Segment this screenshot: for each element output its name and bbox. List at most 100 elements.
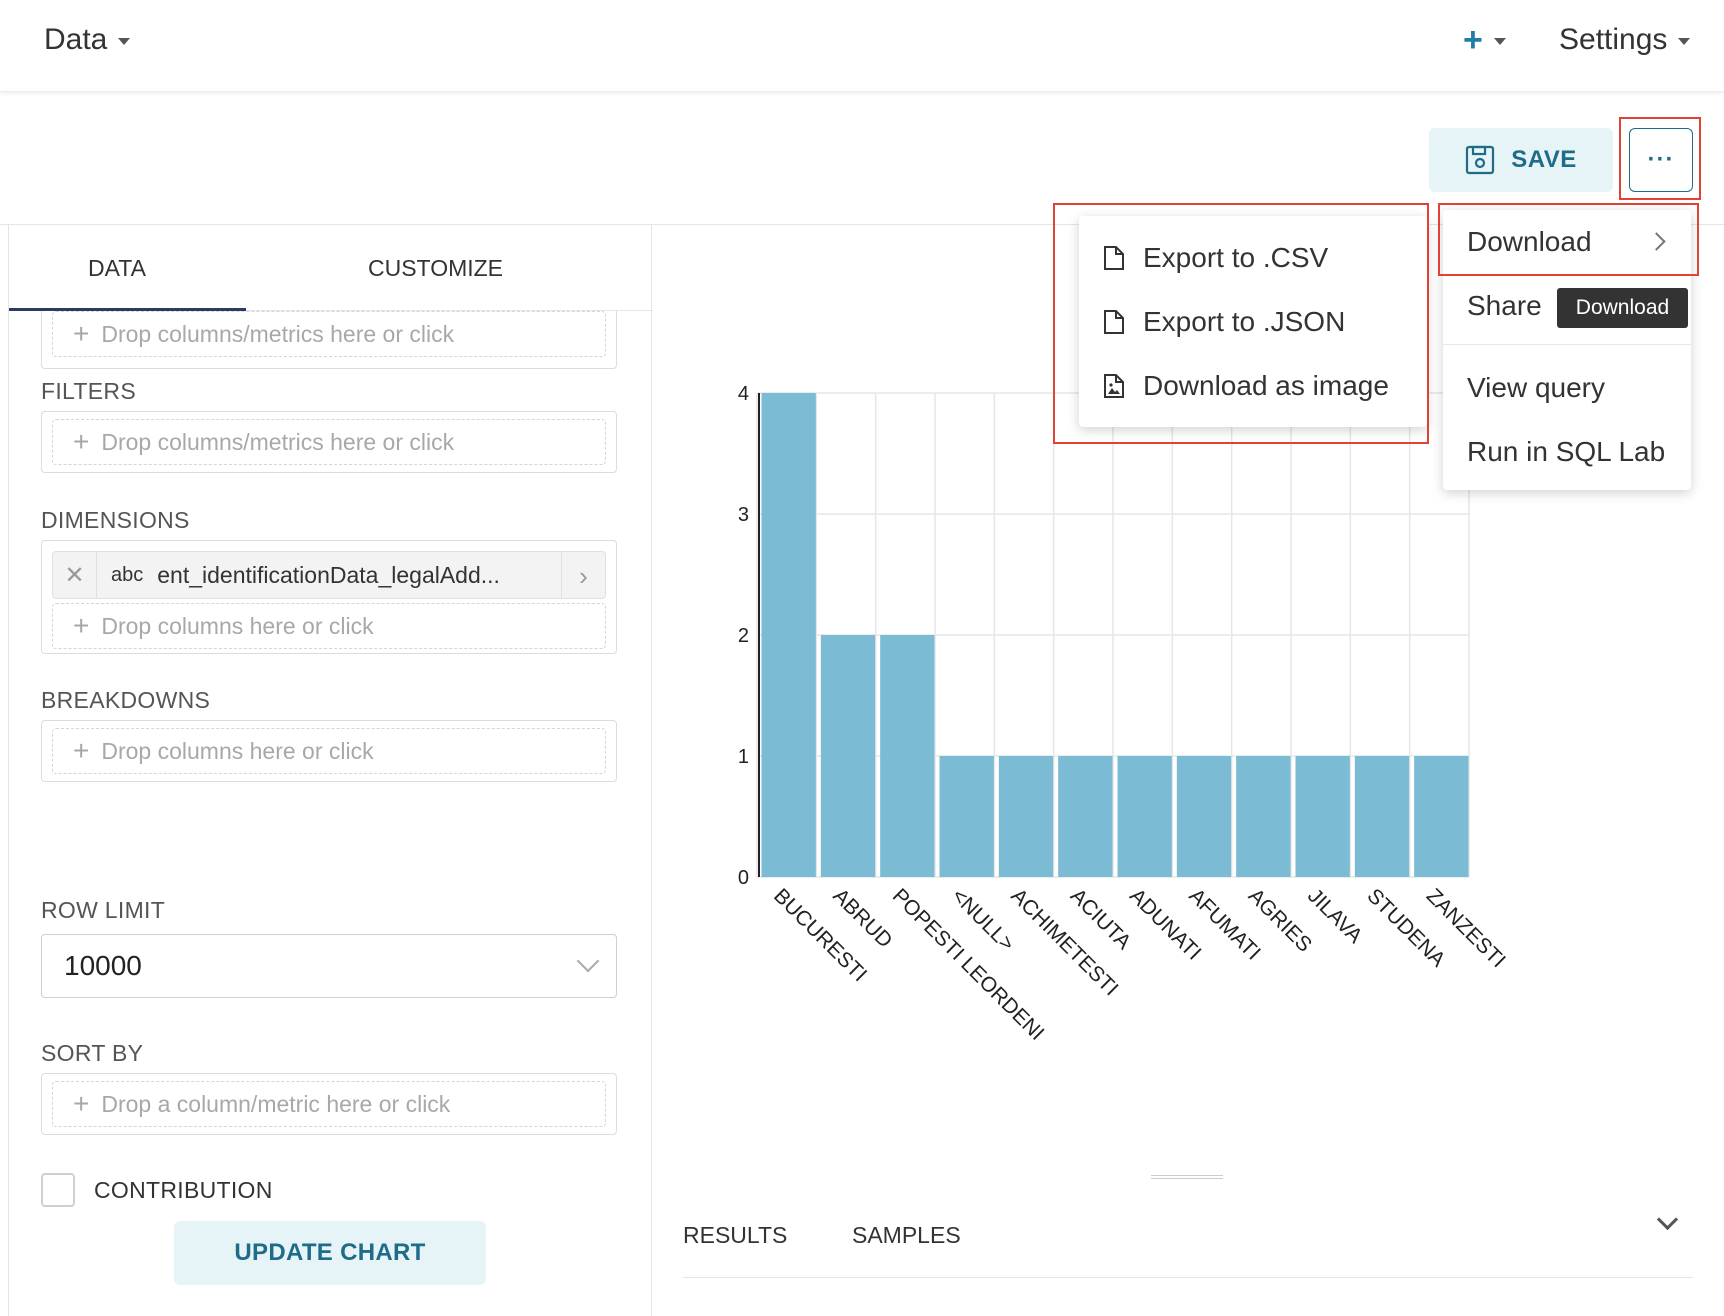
sort-by-placeholder: Drop a column/metric here or click (101, 1090, 451, 1117)
highlight-download-item (1438, 203, 1699, 276)
filters-box: + Drop columns/metrics here or click (41, 411, 617, 473)
menu-item-view-query[interactable]: View query (1467, 366, 1605, 410)
chevron-right-icon[interactable]: › (561, 552, 605, 598)
sort-by-label: SORT BY (41, 1040, 144, 1066)
view-query-label: View query (1467, 372, 1606, 403)
download-image-item[interactable]: Download as image (1103, 366, 1389, 406)
export-csv-label: Export to .CSV (1143, 242, 1329, 273)
resize-handle[interactable] (1151, 1175, 1223, 1179)
bar[interactable] (939, 756, 994, 877)
bar[interactable] (1295, 756, 1350, 877)
share-label: Share (1467, 290, 1542, 321)
bar[interactable] (1236, 756, 1291, 877)
plus-icon: + (73, 610, 90, 641)
file-icon (1104, 310, 1124, 334)
metrics-dropzone-box: + Drop columns/metrics here or click (41, 311, 617, 369)
active-tab-indicator (9, 308, 246, 311)
sort-by-box: + Drop a column/metric here or click (41, 1073, 617, 1135)
breakdowns-placeholder: Drop columns here or click (101, 737, 374, 764)
plus-icon: + (73, 1088, 90, 1119)
tab-data[interactable]: DATA (88, 255, 146, 281)
collapse-chevron-icon[interactable] (1656, 1208, 1679, 1231)
dimension-pill[interactable]: ✕ abc ent_identificationData_legalAdd...… (52, 551, 606, 599)
tab-samples[interactable]: SAMPLES (852, 1222, 961, 1248)
panel-tabs: DATA CUSTOMIZE (9, 225, 653, 311)
bar[interactable] (1058, 756, 1113, 877)
download-tooltip: Download (1557, 288, 1688, 328)
export-csv-item[interactable]: Export to .CSV (1103, 238, 1328, 278)
highlight-download-submenu (1053, 203, 1429, 444)
column-type-label: abc (111, 563, 144, 586)
metrics-dropzone[interactable]: + Drop columns/metrics here or click (52, 311, 606, 357)
bar[interactable] (761, 393, 816, 877)
update-chart-button[interactable]: UPDATE CHART (174, 1221, 486, 1285)
bar[interactable] (1117, 756, 1172, 877)
plus-icon: + (1463, 21, 1483, 59)
remove-icon[interactable]: ✕ (53, 552, 97, 598)
results-divider (683, 1277, 1693, 1278)
sort-by-dropzone[interactable]: + Drop a column/metric here or click (52, 1081, 606, 1127)
nav-settings-label: Settings (1559, 23, 1668, 56)
bar[interactable] (1354, 756, 1410, 877)
tooltip-text: Download (1575, 296, 1670, 319)
update-chart-label: UPDATE CHART (234, 1239, 426, 1266)
breakdowns-dropzone[interactable]: + Drop columns here or click (52, 728, 606, 774)
bar[interactable] (1414, 756, 1469, 877)
breakdowns-box: + Drop columns here or click (41, 720, 617, 782)
contribution-checkbox[interactable] (41, 1173, 75, 1207)
y-tick-label: 0 (738, 867, 749, 889)
file-icon (1104, 246, 1124, 270)
bar[interactable] (1176, 756, 1232, 877)
control-panel: DATA CUSTOMIZE + Drop columns/metrics he… (8, 225, 653, 1316)
y-tick-label: 1 (738, 746, 749, 768)
dimensions-label: DIMENSIONS (41, 507, 190, 533)
nav-data-label: Data (44, 23, 108, 56)
menu-divider (1443, 344, 1691, 345)
chevron-down-icon (576, 949, 600, 973)
menu-item-share[interactable]: Share (1467, 284, 1542, 328)
tab-results[interactable]: RESULTS (683, 1222, 788, 1248)
bar[interactable] (880, 635, 935, 877)
save-label: SAVE (1511, 146, 1577, 173)
contribution-label: CONTRIBUTION (94, 1177, 273, 1203)
y-tick-label: 2 (738, 625, 749, 647)
dimensions-dropzone[interactable]: + Drop columns here or click (52, 603, 606, 649)
dimensions-placeholder: Drop columns here or click (101, 612, 374, 639)
row-limit-select[interactable]: 10000 (41, 934, 617, 998)
export-json-item[interactable]: Export to .JSON (1103, 302, 1345, 342)
nav-new-menu[interactable]: + (1463, 22, 1506, 58)
filters-placeholder: Drop columns/metrics here or click (101, 428, 455, 455)
caret-down-icon (1493, 37, 1506, 45)
dimension-name: ent_identificationData_legalAdd... (157, 561, 500, 588)
menu-item-run-sql-lab[interactable]: Run in SQL Lab (1467, 430, 1665, 474)
dimensions-box: ✕ abc ent_identificationData_legalAdd...… (41, 540, 617, 654)
download-image-label: Download as image (1143, 370, 1389, 401)
breakdowns-label: BREAKDOWNS (41, 687, 211, 713)
file-image-icon (1104, 374, 1124, 398)
save-button[interactable]: SAVE (1429, 128, 1613, 192)
more-options-menu: Download Share View query Run in SQL Lab (1443, 210, 1691, 490)
plus-icon: + (73, 426, 90, 457)
save-icon (1466, 145, 1495, 175)
caret-down-icon (1678, 37, 1691, 45)
top-navbar: Data + Settings (0, 0, 1724, 92)
tab-customize[interactable]: CUSTOMIZE (368, 255, 504, 281)
header-divider (0, 224, 1724, 225)
plus-icon: + (73, 735, 90, 766)
menu-item-download[interactable]: Download (1467, 220, 1691, 264)
bar[interactable] (820, 635, 876, 877)
plus-icon: + (73, 318, 90, 349)
export-json-label: Export to .JSON (1143, 306, 1346, 337)
nav-settings-menu[interactable]: Settings (1559, 22, 1691, 58)
nav-data-menu[interactable]: Data (44, 22, 131, 58)
row-limit-label: ROW LIMIT (41, 897, 166, 923)
y-tick-label: 4 (738, 383, 749, 405)
y-tick-label: 3 (738, 504, 749, 526)
filters-dropzone[interactable]: + Drop columns/metrics here or click (52, 419, 606, 465)
download-submenu: Export to .CSV Export to .JSON Download … (1079, 216, 1427, 427)
more-options-button[interactable]: ··· (1629, 128, 1693, 192)
ellipsis-icon: ··· (1647, 146, 1675, 173)
bar[interactable] (998, 756, 1054, 877)
run-sql-lab-label: Run in SQL Lab (1467, 436, 1666, 467)
x-tick-label: ACHIMETESTI (1006, 884, 1122, 1000)
